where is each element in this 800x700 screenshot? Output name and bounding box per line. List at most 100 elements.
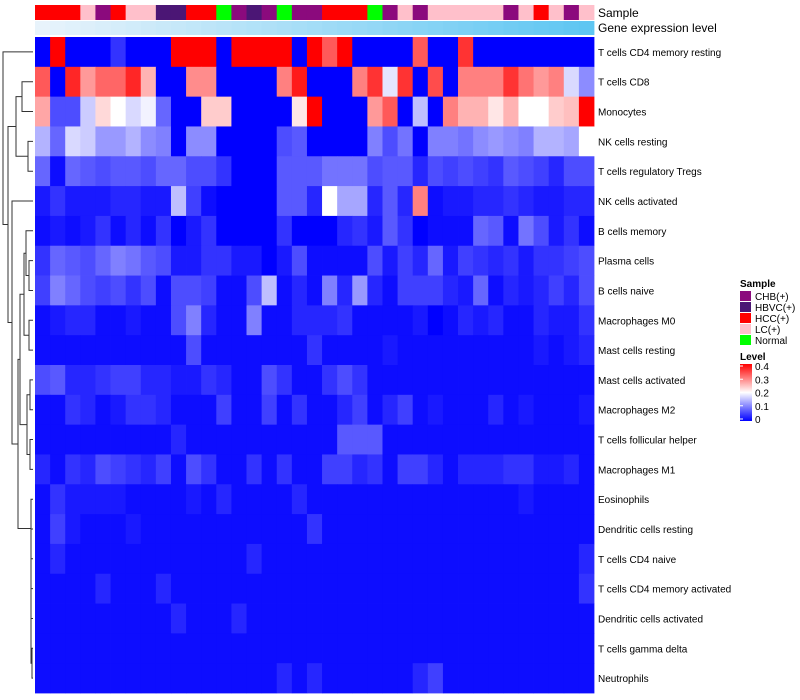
heatmap-cell [548, 126, 565, 157]
heatmap-cell [276, 186, 293, 217]
heatmap-cell [231, 514, 247, 545]
heatmap-cell [548, 663, 565, 694]
heatmap-cell [276, 603, 293, 634]
heatmap-cell [80, 245, 96, 276]
sample-annotation-cell [140, 5, 157, 20]
heatmap-cell [352, 126, 368, 157]
heatmap-cell [322, 633, 338, 664]
heatmap-cell [125, 186, 142, 217]
heatmap-cell [186, 633, 202, 664]
heatmap-cell [548, 215, 565, 247]
row-label: Mast cells activated [598, 376, 685, 387]
heatmap-cell [186, 126, 202, 157]
heatmap-cell [261, 37, 278, 68]
heatmap-cell [503, 663, 519, 694]
sample-annotation-cell [216, 5, 232, 20]
heatmap-cell [110, 245, 127, 276]
heatmap-cell [261, 514, 278, 545]
heatmap-cell [291, 484, 308, 515]
heatmap-cell [533, 484, 550, 515]
sample-track-label: Sample [598, 6, 639, 20]
heatmap-cell [533, 126, 550, 157]
heatmap-cell [442, 424, 459, 455]
heatmap-cell [578, 245, 595, 276]
heatmap-cell [170, 126, 187, 157]
heatmap-cell [95, 573, 111, 604]
heatmap-cell [231, 484, 247, 515]
heatmap-cell [186, 305, 202, 336]
heatmap-cell [473, 633, 489, 664]
heatmap-cell [246, 454, 263, 485]
heatmap-cell [533, 66, 550, 98]
heatmap-cell [261, 245, 278, 276]
heatmap-cell [442, 245, 459, 276]
heatmap-cell [458, 66, 474, 98]
heatmap-cell [322, 424, 338, 455]
heatmap-cell [458, 156, 474, 187]
heatmap-cell [488, 514, 504, 545]
heatmap-cell [473, 156, 489, 187]
heatmap-cell [35, 215, 51, 247]
heatmap-cell [170, 96, 187, 127]
heatmap-cell [246, 663, 263, 694]
heatmap-cell [201, 245, 217, 276]
heatmap-cell [518, 245, 534, 276]
heatmap-cell [367, 126, 383, 157]
heatmap-cell [50, 96, 66, 127]
heatmap-cell [382, 37, 398, 68]
heatmap-cell [503, 573, 519, 604]
heatmap-cell [578, 96, 595, 127]
heatmap-cell [140, 275, 157, 306]
heatmap-cell [80, 96, 96, 127]
heatmap-cell [50, 186, 66, 217]
dendrogram-branch [29, 439, 33, 470]
heatmap-cell [503, 335, 519, 366]
heatmap-cell [95, 633, 111, 664]
heatmap-cell [216, 365, 232, 396]
heatmap-cell [261, 394, 278, 426]
heatmap-cell [306, 573, 323, 604]
heatmap-cell [352, 514, 368, 545]
heatmap-cell [261, 484, 278, 515]
heatmap-cell [488, 215, 504, 247]
heatmap-cell [458, 126, 474, 157]
heatmap-cell [412, 663, 429, 694]
heatmap-cell [473, 424, 489, 455]
heatmap-cell [397, 573, 414, 604]
heatmap-cell [548, 573, 565, 604]
heatmap-cell [201, 663, 217, 694]
heatmap-cell [473, 663, 489, 694]
heatmap-cell [503, 275, 519, 306]
heatmap-cell [65, 663, 81, 694]
heatmap-cell [352, 663, 368, 694]
heatmap-cell [186, 543, 202, 575]
heatmap-cell [80, 305, 96, 336]
heatmap-cell [155, 245, 172, 276]
heatmap-cell [488, 126, 504, 157]
heatmap-cell [367, 454, 383, 485]
heatmap-cell [412, 454, 429, 485]
heatmap-cell [578, 394, 595, 426]
heatmap-cell [155, 66, 172, 98]
heatmap-cell [518, 365, 534, 396]
heatmap-cell [563, 484, 580, 515]
heatmap-cell [397, 365, 414, 396]
heatmap-cell [261, 126, 278, 157]
heatmap-cell [170, 156, 187, 187]
heatmap-cell [125, 424, 142, 455]
row-label: Macrophages M1 [598, 465, 676, 476]
sample-annotation-cell [155, 5, 172, 20]
heatmap-cell [548, 305, 565, 336]
heatmap-cell [548, 514, 565, 545]
sample-annotation-cell [291, 5, 308, 20]
heatmap-cell [50, 454, 66, 485]
heatmap-cell [155, 275, 172, 306]
heatmap-cell [35, 37, 51, 68]
heatmap-cell [412, 543, 429, 575]
heatmap-cell [337, 484, 353, 515]
row-label: T cells follicular helper [598, 436, 697, 447]
heatmap-cell [95, 603, 111, 634]
heatmap-cell [276, 66, 293, 98]
heatmap-cell [473, 186, 489, 217]
heatmap-cell [276, 156, 293, 187]
